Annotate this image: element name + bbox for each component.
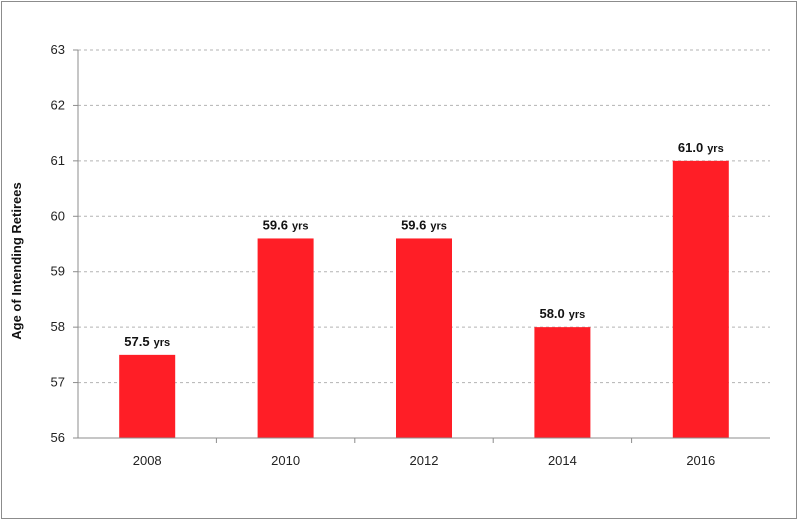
x-tick-label: 2016 bbox=[686, 453, 715, 468]
y-axis-title: Age of Intending Retirees bbox=[9, 182, 24, 339]
axes bbox=[77, 50, 770, 439]
y-tick-label: 59 bbox=[51, 264, 65, 279]
bar-2012 bbox=[396, 238, 452, 438]
x-tick-labels: 2008 2010 2012 2014 2016 bbox=[133, 438, 715, 468]
data-label: 59.6 yrs bbox=[401, 217, 447, 232]
data-label: 57.5 yrs bbox=[124, 334, 170, 349]
x-tick-label: 2010 bbox=[271, 453, 300, 468]
y-tick-label: 57 bbox=[51, 375, 65, 390]
bars bbox=[119, 160, 729, 438]
data-label: 58.0 yrs bbox=[539, 306, 585, 321]
y-tick-label: 56 bbox=[51, 430, 65, 445]
data-label: 61.0 yrs bbox=[678, 140, 724, 155]
bar-2008 bbox=[119, 354, 176, 438]
y-tick-labels: 56 57 58 59 60 61 62 63 bbox=[51, 42, 65, 445]
x-tick-label: 2014 bbox=[548, 453, 577, 468]
y-tick-label: 63 bbox=[51, 42, 65, 57]
x-tick-label: 2008 bbox=[133, 453, 162, 468]
y-tick-label: 60 bbox=[51, 208, 65, 223]
gridlines bbox=[73, 49, 770, 439]
y-tick-label: 62 bbox=[51, 97, 65, 112]
data-label: 59.6 yrs bbox=[263, 217, 309, 232]
bar-2014 bbox=[534, 327, 591, 438]
data-labels: 57.5 yrs 59.6 yrs 59.6 yrs 58.0 yrs 61.0 yrs bbox=[124, 140, 723, 349]
bar-2010 bbox=[257, 238, 314, 438]
y-tick-label: 61 bbox=[51, 153, 65, 168]
y-tick-label: 58 bbox=[51, 319, 65, 334]
x-tick-label: 2012 bbox=[410, 453, 439, 468]
bar-2016 bbox=[672, 160, 729, 438]
